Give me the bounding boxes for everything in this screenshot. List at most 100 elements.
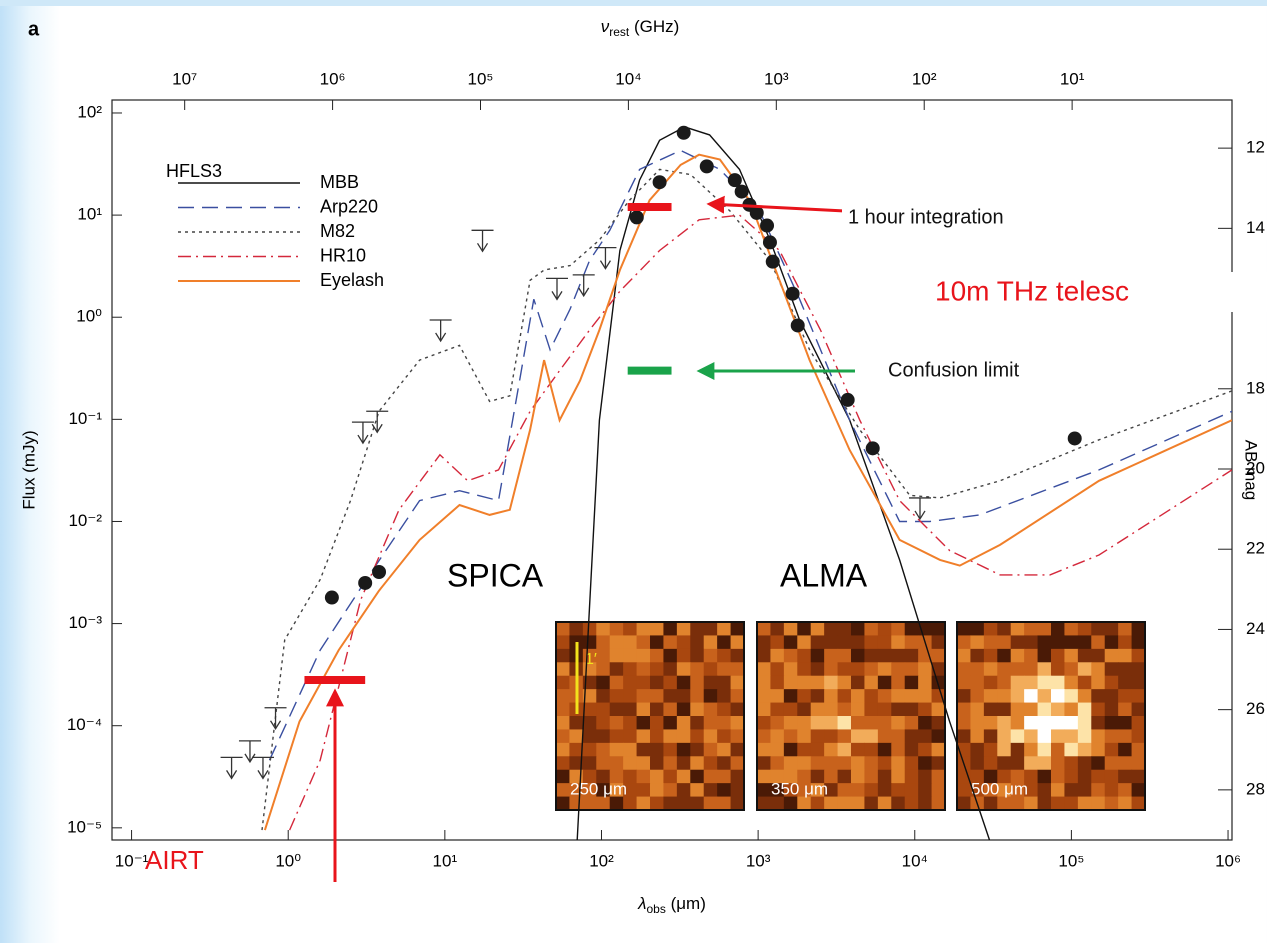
inset-pixel	[1038, 743, 1052, 757]
inset-pixel	[905, 716, 919, 730]
inset-pixel	[1064, 649, 1078, 663]
inset-pixel	[932, 743, 946, 757]
detection-point	[325, 591, 339, 605]
inset-pixel	[851, 756, 865, 770]
inset-pixel	[1078, 662, 1092, 676]
x-label-symbol: λ	[637, 894, 646, 913]
inset-pixel	[1011, 689, 1025, 703]
inset-pixel	[1118, 770, 1132, 784]
inset-pixel	[704, 797, 718, 811]
inset-pixel	[556, 716, 570, 730]
inset-pixel	[797, 676, 811, 690]
inset-pixel	[918, 756, 932, 770]
y2-tick-label: 24	[1246, 619, 1265, 638]
inset-pixel	[997, 622, 1011, 636]
inset-pixel	[623, 729, 637, 743]
detection-point	[700, 159, 714, 173]
inset-pixel	[650, 649, 664, 663]
inset-pixel	[1118, 662, 1132, 676]
inset-pixel	[1024, 662, 1038, 676]
inset-pixel	[677, 635, 691, 649]
annotation-label: Confusion limit	[888, 359, 1020, 381]
inset-pixel	[851, 783, 865, 797]
inset-pixel	[1064, 716, 1078, 730]
inset-pixel	[717, 743, 731, 757]
inset-pixel	[1038, 797, 1052, 811]
inset-pixel	[838, 676, 852, 690]
inset-pixel	[1011, 649, 1025, 663]
inset-pixel	[731, 649, 745, 663]
inset-pixel	[1038, 716, 1052, 730]
inset-pixel	[637, 635, 651, 649]
x-tick-label: 10⁵	[1058, 851, 1084, 870]
inset-pixel	[784, 676, 798, 690]
inset-pixel	[1118, 729, 1132, 743]
inset-pixel	[583, 729, 597, 743]
inset-pixel	[690, 676, 704, 690]
inset-pixel	[1132, 662, 1146, 676]
y-tick-label: 10⁻¹	[68, 409, 102, 428]
inset-pixel	[1105, 743, 1119, 757]
inset-pixel	[637, 770, 651, 784]
inset-pixel	[851, 635, 865, 649]
inset-pixel	[1024, 703, 1038, 717]
inset-pixel	[1051, 756, 1065, 770]
inset-pixel	[650, 743, 664, 757]
inset-pixel	[984, 716, 998, 730]
inset-pixel	[677, 703, 691, 717]
inset-pixel	[623, 622, 637, 636]
inset-pixel	[970, 743, 984, 757]
inset-pixel	[690, 743, 704, 757]
inset-pixel	[623, 689, 637, 703]
detection-point	[653, 175, 667, 189]
inset-pixel	[1038, 662, 1052, 676]
inset-pixel	[878, 635, 892, 649]
inset-pixel	[583, 756, 597, 770]
inset-pixel	[824, 662, 838, 676]
inset-pixel	[704, 635, 718, 649]
inset-pixel	[690, 770, 704, 784]
inset-pixel	[932, 635, 946, 649]
inset-pixel	[1051, 649, 1065, 663]
inset-pixel	[1051, 703, 1065, 717]
inset-pixel	[932, 797, 946, 811]
inset-pixel	[1091, 662, 1105, 676]
inset-pixel	[905, 729, 919, 743]
inset-pixel	[596, 662, 610, 676]
inset-pixel	[811, 622, 825, 636]
inset-pixel	[891, 689, 905, 703]
inset-pixel	[997, 703, 1011, 717]
inset-pixel	[984, 622, 998, 636]
inset-pixel	[1132, 635, 1146, 649]
inset-pixel	[1105, 729, 1119, 743]
inset-pixel	[556, 649, 570, 663]
inset-pixel	[984, 729, 998, 743]
inset-pixel	[770, 635, 784, 649]
inset-pixel	[610, 716, 624, 730]
inset-pixel	[984, 689, 998, 703]
inset-pixel	[1051, 770, 1065, 784]
inset-pixel	[918, 689, 932, 703]
y2-tick-label: 20	[1246, 458, 1265, 477]
inset-pixel	[704, 756, 718, 770]
y2-tick-label: 18	[1246, 378, 1265, 397]
inset-pixel	[1132, 797, 1146, 811]
inset-pixel	[784, 716, 798, 730]
inset-pixel	[596, 743, 610, 757]
inset-pixel	[1078, 689, 1092, 703]
inset-pixel	[637, 797, 651, 811]
inset-pixel	[556, 783, 570, 797]
inset-pixel	[851, 716, 865, 730]
inset-pixel	[1091, 649, 1105, 663]
y-tick-label: 10¹	[77, 205, 102, 224]
inset-pixel	[784, 649, 798, 663]
inset-pixel	[984, 703, 998, 717]
inset-pixel	[650, 716, 664, 730]
inset-pixel	[957, 635, 971, 649]
inset-pixel	[891, 743, 905, 757]
inset-pixel	[918, 770, 932, 784]
inset-pixel	[583, 743, 597, 757]
inset-pixel	[1024, 689, 1038, 703]
inset-pixel	[851, 729, 865, 743]
inset-pixel	[1118, 689, 1132, 703]
